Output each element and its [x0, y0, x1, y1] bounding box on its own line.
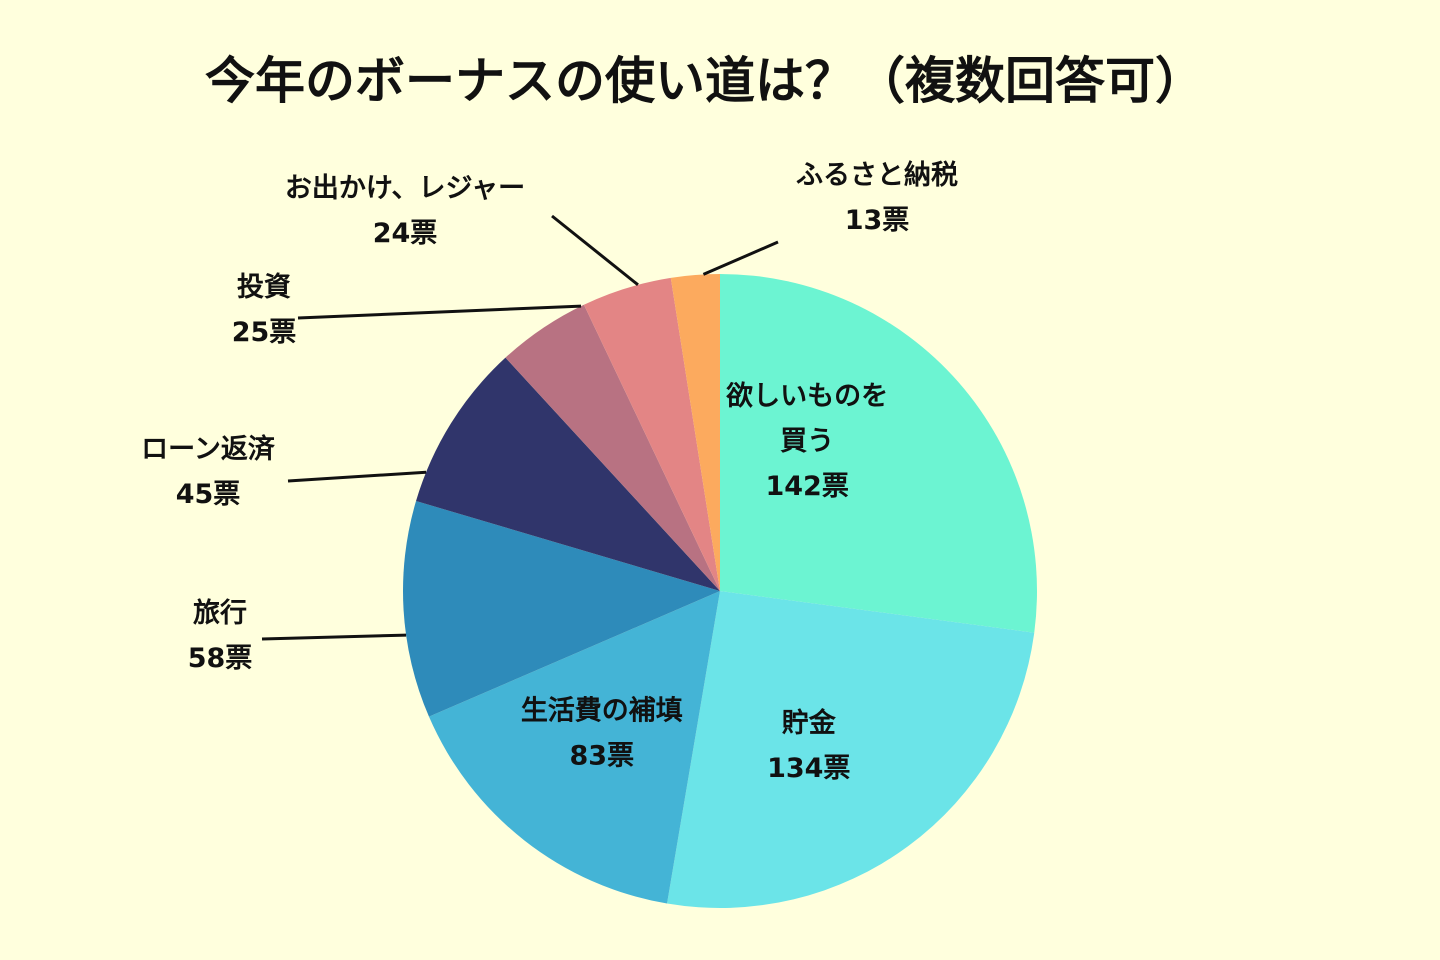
pie-slice	[403, 501, 720, 717]
slice-category-label: お出かけ、レジャー	[285, 173, 525, 204]
pie-slice	[670, 274, 720, 591]
slice-value-label: 134票	[767, 753, 850, 784]
slice-value-label: 58票	[188, 643, 253, 674]
leader-lines	[261, 214, 779, 641]
slice-category-label: 投資	[237, 272, 291, 303]
slice-category-label: 貯金	[782, 707, 837, 739]
slice-category-label: ローン返済	[141, 433, 276, 465]
leader-line	[702, 240, 779, 276]
pie-slice	[720, 274, 1037, 633]
leader-line	[287, 470, 427, 483]
slice-category-label: ふるさと納税	[796, 159, 958, 191]
leader-line	[297, 304, 582, 320]
pie-slice	[667, 591, 1035, 908]
slice-category-label: 旅行	[193, 597, 247, 629]
slice-category-label: 欲しいものを	[725, 381, 888, 412]
pie-slice	[428, 591, 720, 904]
slice-value-label: 45票	[176, 479, 241, 510]
chart-title: 今年のボーナスの使い道は？（複数回答可）	[205, 52, 1205, 110]
slice-value-label: 13票	[845, 205, 910, 236]
slice-category-label: 生活費の補填	[521, 695, 683, 726]
slice-category-label: 買う	[780, 426, 834, 457]
pie-slice	[583, 277, 720, 591]
slice-value-label: 25票	[232, 317, 297, 348]
pie-slices	[403, 274, 1037, 908]
pie-slice	[416, 357, 720, 591]
slice-value-label: 24票	[373, 218, 438, 249]
leader-line	[551, 214, 639, 286]
slice-value-label: 83票	[570, 740, 635, 771]
pie-slice	[505, 304, 720, 591]
slice-value-label: 142票	[765, 471, 848, 502]
leader-line	[261, 633, 407, 641]
